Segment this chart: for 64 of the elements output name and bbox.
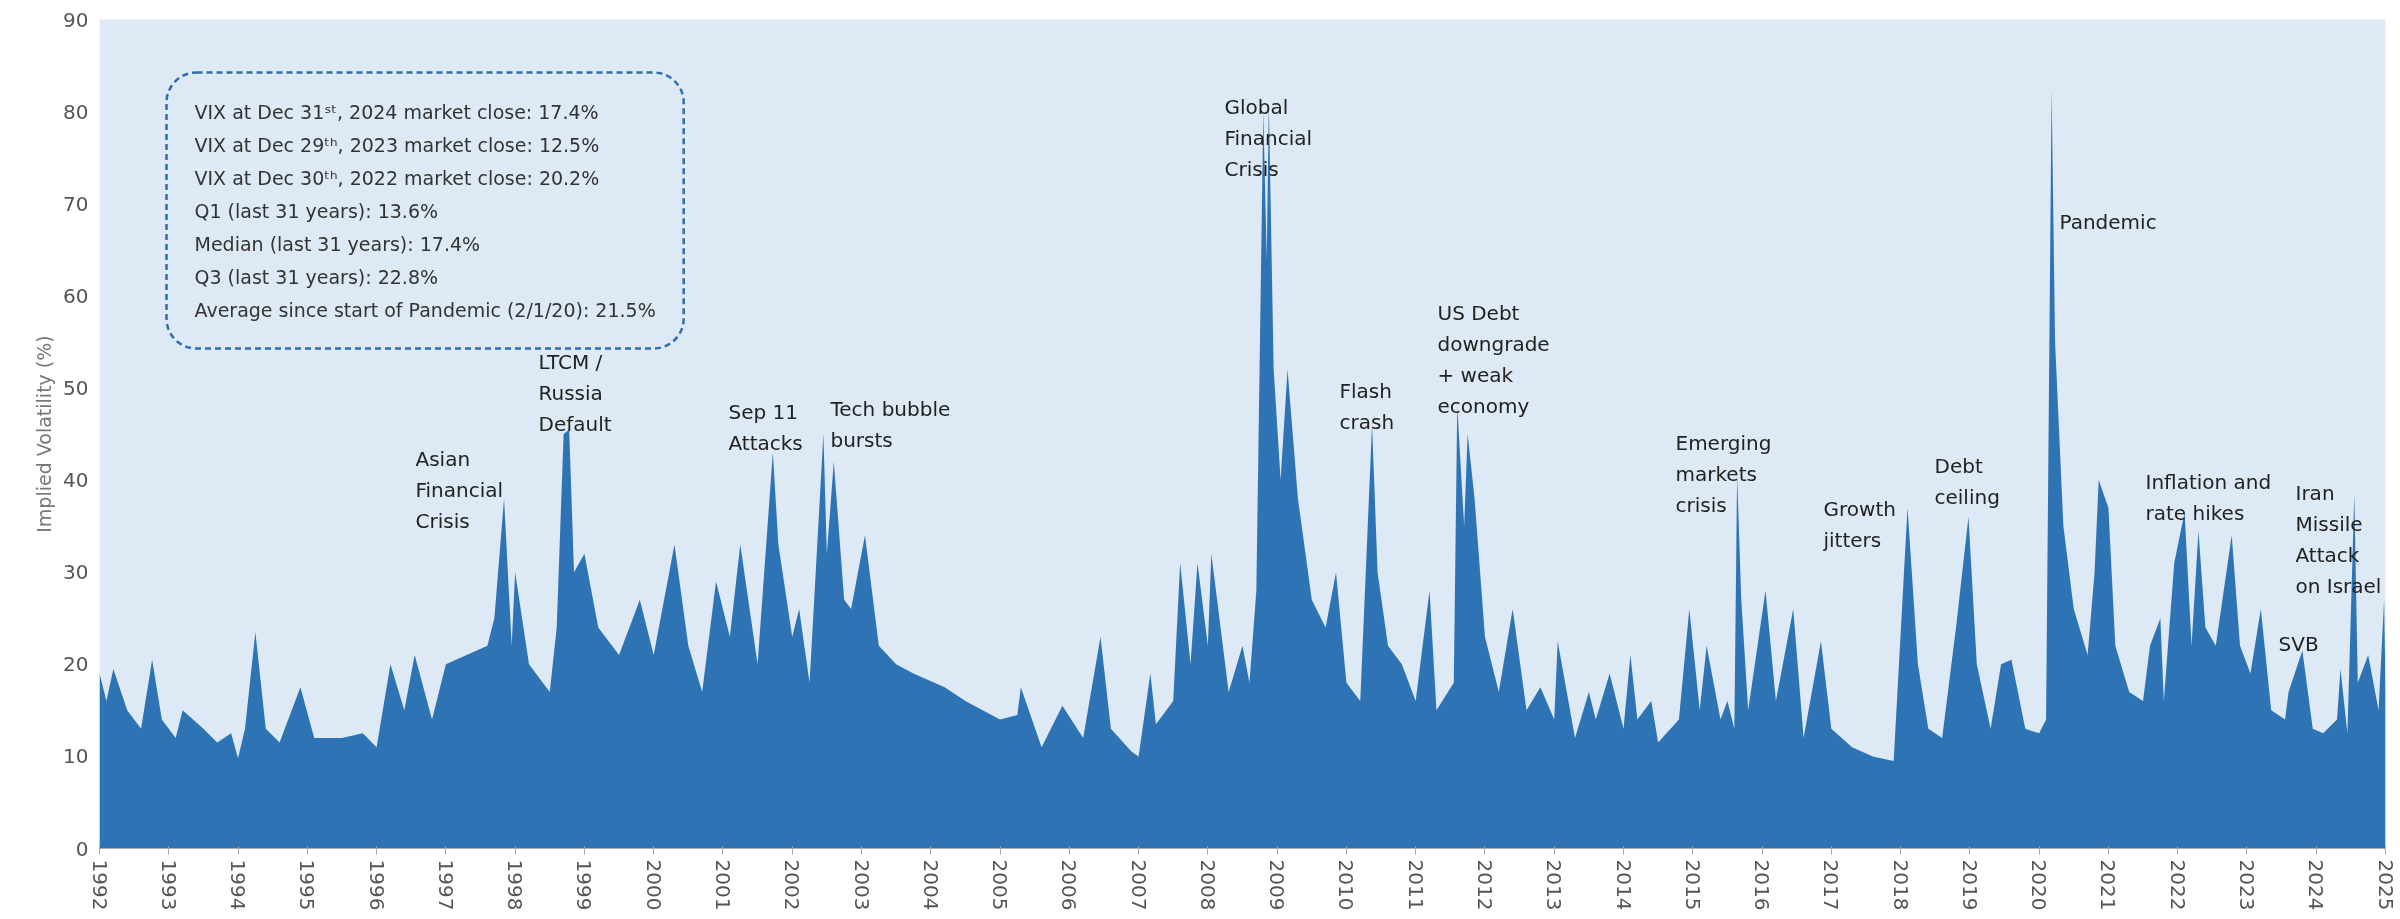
annotation: US Debt downgrade + weak economy xyxy=(1437,300,1550,419)
x-tick-label: 2013 xyxy=(1542,859,1567,911)
x-tick-label: 1995 xyxy=(295,859,320,911)
x-tick-label: 2019 xyxy=(1957,859,1982,911)
annotation: Tech bubble bursts xyxy=(829,396,951,452)
x-tick-label: 1998 xyxy=(503,859,528,911)
x-tick-label: 2020 xyxy=(2027,859,2052,911)
x-tick-label: 2017 xyxy=(1819,859,1844,911)
x-tick-label: 2022 xyxy=(2165,859,2190,911)
annotation: Emerging markets crisis xyxy=(1675,430,1772,517)
x-tick-label: 2014 xyxy=(1611,859,1636,911)
annotation: VIX at Dec 31ˢᵗ, 2024 market close: 17.4% xyxy=(194,100,599,123)
x-tick-label: 2015 xyxy=(1680,859,1705,911)
annotation: Asian Financial Crisis xyxy=(415,446,504,533)
x-tick-label: 2007 xyxy=(1126,859,1151,911)
x-tick-label: 2024 xyxy=(2304,859,2329,911)
x-tick-label: 2006 xyxy=(1057,859,1082,911)
x-tick-label: 2018 xyxy=(1888,859,1913,911)
y-tick-label: 30 xyxy=(63,560,89,585)
x-tick-label: 2001 xyxy=(710,859,735,911)
x-tick-label: 2000 xyxy=(641,859,666,911)
annotation: Q3 (last 31 years): 22.8% xyxy=(194,265,439,288)
annotation: SVB xyxy=(2278,631,2319,656)
x-tick-label: 2012 xyxy=(1472,859,1497,911)
x-tick-label: 1993 xyxy=(156,859,181,911)
y-tick-label: 0 xyxy=(75,836,89,861)
x-tick-label: 2002 xyxy=(780,859,805,911)
x-tick-label: 2011 xyxy=(1403,859,1428,911)
x-tick-label: 2008 xyxy=(1195,859,1220,911)
x-tick-label: 2025 xyxy=(2373,859,2398,911)
y-tick-label: 60 xyxy=(63,283,89,308)
x-tick-label: 2004 xyxy=(918,859,943,911)
annotation: Debt ceiling xyxy=(1934,453,2000,509)
annotation: VIX at Dec 30ᵗʰ, 2022 market close: 20.2% xyxy=(194,166,600,189)
x-tick-label: 2009 xyxy=(1265,859,1290,911)
annotation: Q1 (last 31 years): 13.6% xyxy=(194,199,439,222)
x-tick-label: 1992 xyxy=(87,859,112,911)
x-tick-label: 1999 xyxy=(572,859,597,911)
x-tick-label: 2016 xyxy=(1750,859,1775,911)
y-tick-label: 10 xyxy=(63,744,89,769)
y-tick-label: 80 xyxy=(63,99,89,124)
y-tick-label: 40 xyxy=(63,468,89,493)
annotation: Flash crash xyxy=(1339,378,1395,434)
y-tick-label: 70 xyxy=(63,191,89,216)
annotation: Median (last 31 years): 17.4% xyxy=(194,232,481,255)
annotation: Pandemic xyxy=(2059,209,2157,234)
y-tick-label: 50 xyxy=(63,375,89,400)
annotation: VIX at Dec 29ᵗʰ, 2023 market close: 12.5% xyxy=(194,133,600,156)
y-tick-label: 90 xyxy=(63,7,89,32)
x-tick-label: 2021 xyxy=(2096,859,2121,911)
annotation: LTCM / Russia Default xyxy=(538,349,612,436)
x-tick-label: 2003 xyxy=(849,859,874,911)
x-tick-label: 1996 xyxy=(364,859,389,911)
y-tick-label: 20 xyxy=(63,652,89,677)
x-tick-label: 2005 xyxy=(988,859,1013,911)
x-tick-label: 2010 xyxy=(1334,859,1359,911)
annotation: Average since start of Pandemic (2/1/20): 21.5% xyxy=(194,298,656,321)
x-tick-label: 1997 xyxy=(433,859,458,911)
y-axis-title: Implied Volatility (%) xyxy=(33,335,56,533)
annotation: Sep 11 Attacks xyxy=(728,399,803,455)
annotation: Growth jitters xyxy=(1822,496,1896,552)
x-tick-label: 1994 xyxy=(226,859,251,911)
x-tick-label: 2023 xyxy=(2234,859,2259,911)
annotation: Inflation and rate hikes xyxy=(2145,469,2272,525)
